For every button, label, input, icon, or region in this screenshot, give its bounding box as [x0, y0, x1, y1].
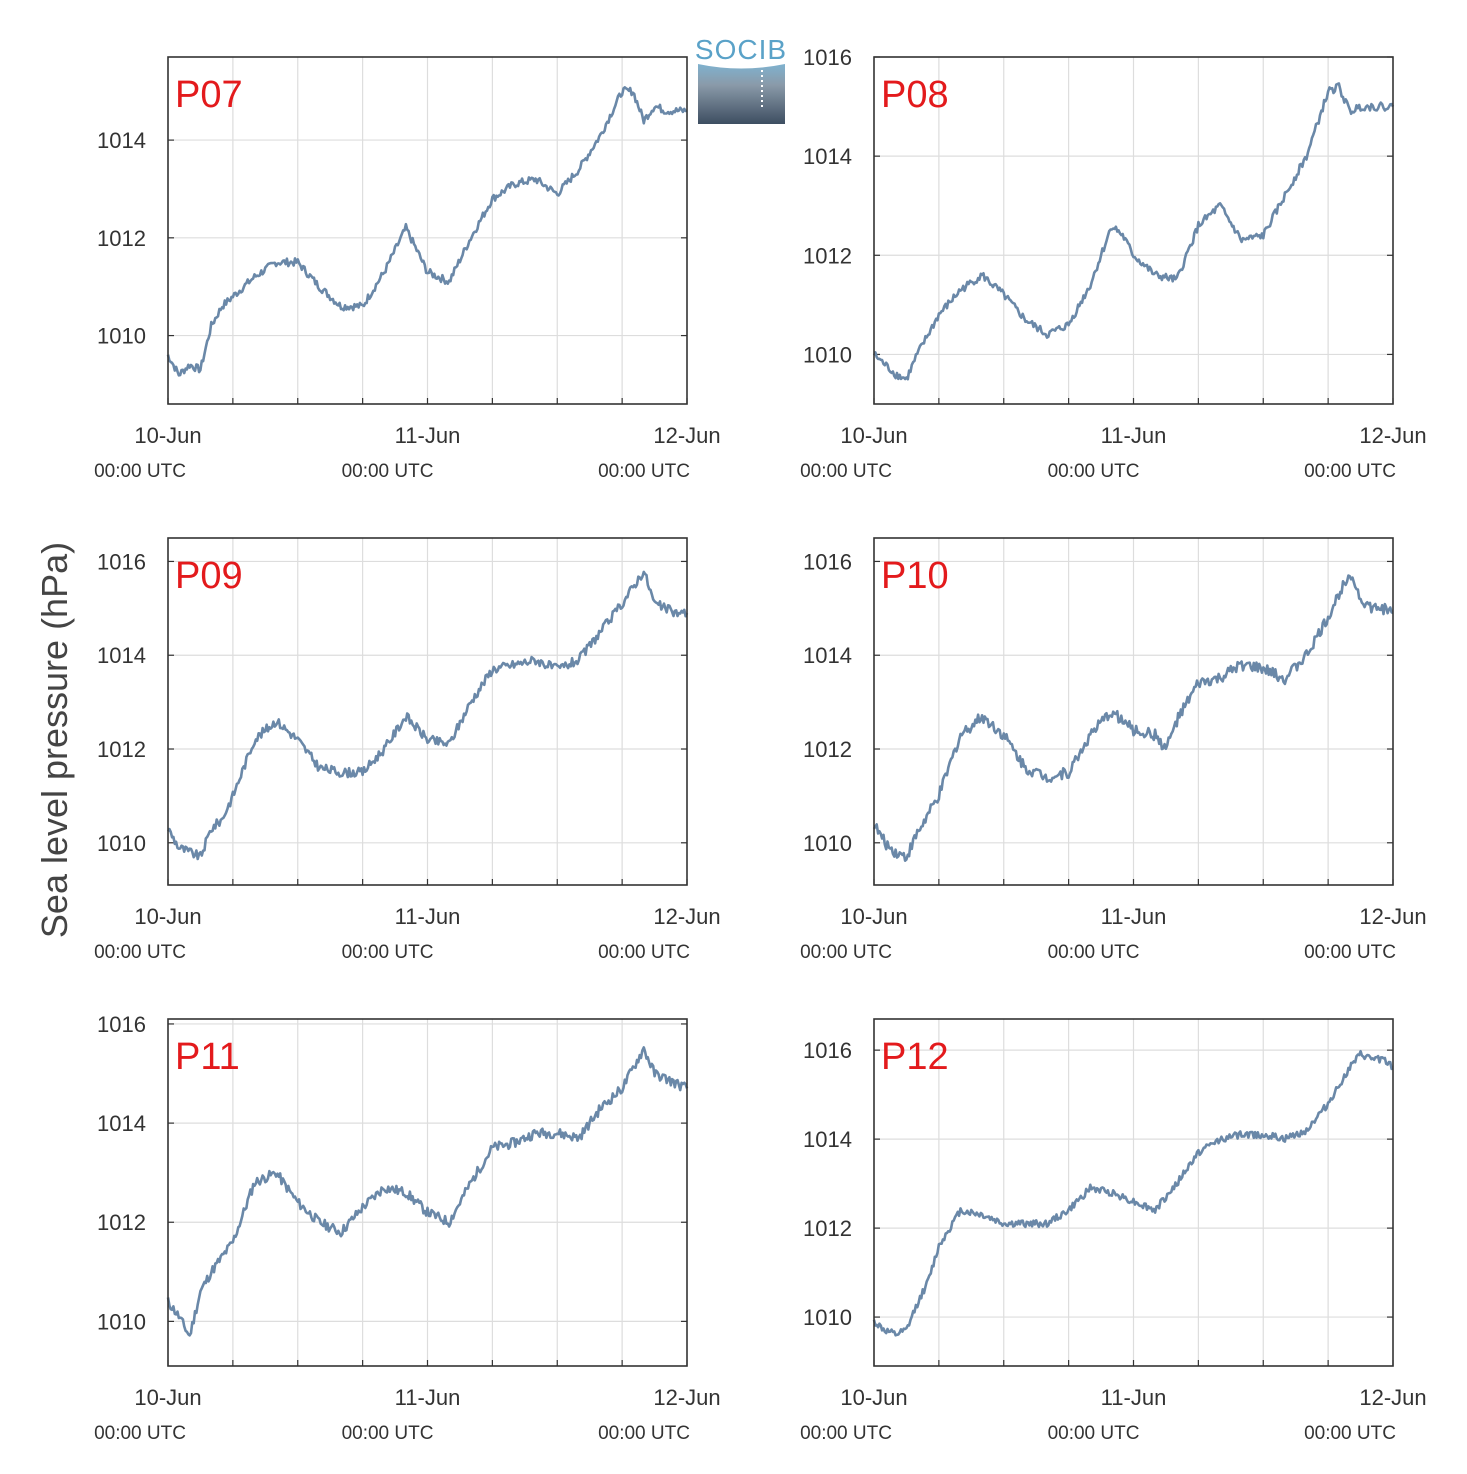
- x-tick-sublabel: 00:00 UTC: [598, 461, 690, 482]
- series-line: [166, 86, 688, 377]
- x-tick-sublabel: 00:00 UTC: [1304, 461, 1396, 482]
- x-tick-sublabel: 00:00 UTC: [94, 942, 186, 963]
- x-tick-label: 10-Jun: [134, 1385, 201, 1410]
- plot-frame: [873, 1018, 1394, 1367]
- chart-panel-p07: 1010 1012 1014 P07 10-Jun 00:00 UTC 11-Jun 00:0…: [94, 56, 721, 482]
- series-line: [166, 570, 689, 861]
- x-tick-label: 10-Jun: [840, 423, 907, 448]
- x-tick-sublabel: 00:00 UTC: [598, 942, 690, 963]
- chart-panel-p12: 1010 1012 1014 1016 P12 10-Jun 00:00 UTC 11-Jun…: [800, 1018, 1427, 1444]
- x-tick-label: 12-Jun: [1359, 423, 1426, 448]
- y-tick-label: 1014: [97, 128, 146, 153]
- socib-logo: SOCIB: [695, 34, 787, 124]
- y-tick-label: 1010: [803, 342, 852, 367]
- plot-frame: [873, 56, 1394, 405]
- y-tick-label: 1012: [97, 226, 146, 251]
- plot-frame: [873, 537, 1394, 886]
- panel-label: P12: [881, 1036, 949, 1078]
- x-tick-sublabel: 00:00 UTC: [94, 461, 186, 482]
- series-line: [872, 1049, 1394, 1337]
- y-tick-label: 1014: [803, 1127, 852, 1152]
- x-tick-label: 12-Jun: [653, 1385, 720, 1410]
- x-tick-label: 12-Jun: [1359, 1385, 1426, 1410]
- y-tick-label: 1012: [97, 1210, 146, 1235]
- logo-text: SOCIB: [695, 34, 787, 65]
- panel-label: P08: [881, 74, 949, 116]
- x-tick-label: 11-Jun: [395, 904, 461, 929]
- y-tick-label: 1014: [803, 643, 852, 668]
- plot-frame: [167, 1018, 688, 1367]
- panel-label: P10: [881, 555, 949, 597]
- y-tick-label: 1014: [803, 144, 852, 169]
- x-tick-label: 10-Jun: [134, 423, 201, 448]
- y-tick-label: 1016: [97, 1012, 146, 1037]
- series-line: [872, 574, 1394, 862]
- panel-label: P11: [175, 1036, 240, 1078]
- plot-frame: [167, 537, 688, 886]
- plot-frame: [167, 56, 688, 405]
- x-tick-sublabel: 00:00 UTC: [800, 1423, 892, 1444]
- y-tick-label: 1010: [803, 831, 852, 856]
- y-tick-label: 1016: [803, 45, 852, 70]
- y-tick-label: 1010: [97, 1309, 146, 1334]
- y-tick-label: 1016: [97, 549, 146, 574]
- x-tick-label: 10-Jun: [134, 904, 201, 929]
- y-tick-label: 1012: [803, 243, 852, 268]
- x-tick-label: 11-Jun: [395, 423, 461, 448]
- x-tick-sublabel: 00:00 UTC: [598, 1423, 690, 1444]
- logo-mark: [698, 64, 785, 124]
- panels: 1010 1012 1014 P07 10-Jun 00:00 UTC 11-Jun 00:0…: [94, 45, 1427, 1444]
- x-tick-sublabel: 00:00 UTC: [342, 1423, 434, 1444]
- x-tick-sublabel: 00:00 UTC: [800, 461, 892, 482]
- panel-label: P09: [175, 555, 243, 597]
- y-tick-label: 1010: [97, 324, 146, 349]
- y-tick-label: 1016: [803, 1038, 852, 1063]
- x-tick-sublabel: 00:00 UTC: [342, 942, 434, 963]
- x-tick-label: 11-Jun: [395, 1385, 461, 1410]
- y-tick-label: 1014: [97, 1111, 146, 1136]
- x-tick-label: 10-Jun: [840, 1385, 907, 1410]
- x-tick-label: 11-Jun: [1101, 1385, 1167, 1410]
- x-tick-sublabel: 00:00 UTC: [342, 461, 434, 482]
- chart-panel-p08: 1010 1012 1014 1016 P08 10-Jun 00:00 UTC 11-Jun…: [800, 45, 1427, 482]
- x-tick-label: 11-Jun: [1101, 423, 1167, 448]
- chart-panel-p11: 1010 1012 1014 1016 P11 10-Jun 00:00 UTC 11-Jun…: [94, 1012, 721, 1444]
- y-tick-label: 1012: [803, 737, 852, 762]
- x-tick-label: 12-Jun: [653, 904, 720, 929]
- panel-label: P07: [175, 74, 243, 116]
- x-tick-sublabel: 00:00 UTC: [1304, 1423, 1396, 1444]
- x-tick-label: 10-Jun: [840, 904, 907, 929]
- x-tick-sublabel: 00:00 UTC: [1048, 942, 1140, 963]
- y-tick-label: 1016: [803, 549, 852, 574]
- x-tick-label: 12-Jun: [1359, 904, 1426, 929]
- chart-panel-p09: 1010 1012 1014 1016 P09 10-Jun 00:00 UTC 11-Jun…: [94, 537, 721, 963]
- x-tick-sublabel: 00:00 UTC: [1048, 461, 1140, 482]
- chart-panel-p10: 1010 1012 1014 1016 P10 10-Jun 00:00 UTC 11-Jun…: [800, 537, 1427, 963]
- y-tick-label: 1010: [803, 1305, 852, 1330]
- x-tick-sublabel: 00:00 UTC: [1048, 1423, 1140, 1444]
- x-tick-sublabel: 00:00 UTC: [94, 1423, 186, 1444]
- x-tick-label: 12-Jun: [653, 423, 720, 448]
- y-tick-label: 1012: [803, 1216, 852, 1241]
- y-tick-label: 1010: [97, 831, 146, 856]
- series-line: [166, 1046, 689, 1337]
- y-tick-label: 1012: [97, 737, 146, 762]
- x-tick-sublabel: 00:00 UTC: [1304, 942, 1396, 963]
- y-tick-label: 1014: [97, 643, 146, 668]
- y-axis-label: Sea level pressure (hPa): [34, 542, 75, 938]
- x-tick-label: 11-Jun: [1101, 904, 1167, 929]
- x-tick-sublabel: 00:00 UTC: [800, 942, 892, 963]
- series-line: [872, 82, 1395, 381]
